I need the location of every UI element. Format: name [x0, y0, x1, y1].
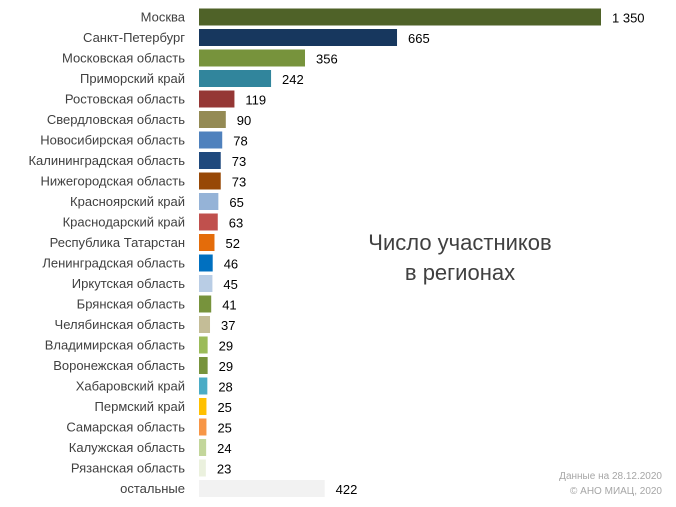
- category-label: Республика Татарстан: [50, 235, 185, 250]
- bar: [199, 254, 213, 272]
- value-label: 73: [232, 175, 246, 190]
- value-label: 37: [221, 318, 235, 333]
- value-label: 63: [229, 216, 243, 231]
- category-label: Московская область: [62, 51, 185, 66]
- category-label: Хабаровский край: [76, 379, 185, 394]
- category-label: Самарская область: [66, 420, 185, 435]
- bar: [199, 439, 207, 456]
- value-label: 90: [237, 113, 251, 128]
- bar: [199, 152, 221, 169]
- category-label: Иркутская область: [72, 276, 185, 291]
- value-label: 46: [224, 257, 238, 272]
- data-source-note: Данные на 28.12.2020 © АНО МИАЦ, 2020: [559, 469, 662, 499]
- category-label: Краснодарский край: [63, 215, 185, 230]
- bar: [199, 459, 206, 477]
- value-label: 665: [408, 31, 430, 46]
- value-label: 23: [217, 462, 231, 477]
- chart-title-line-1: Число участников: [368, 230, 552, 255]
- value-label: 41: [222, 298, 236, 313]
- bar: [199, 111, 226, 128]
- value-label: 78: [233, 134, 247, 149]
- category-label: Приморский край: [80, 71, 185, 86]
- category-label: Рязанская область: [71, 461, 185, 476]
- bar: [199, 316, 211, 333]
- category-label: Воронежская область: [53, 358, 185, 373]
- value-label: 422: [336, 482, 358, 497]
- value-label: 242: [282, 72, 304, 87]
- value-label: 356: [316, 52, 338, 67]
- category-label: Владимирская область: [45, 338, 185, 353]
- bar: [199, 90, 235, 108]
- bar: [199, 275, 213, 292]
- category-label: Санкт-Петербург: [83, 30, 185, 45]
- value-label: 24: [217, 441, 231, 456]
- bar: [199, 131, 223, 149]
- value-label: 1 350: [612, 11, 645, 26]
- bar: [199, 70, 272, 87]
- value-label: 25: [217, 421, 231, 436]
- value-label: 29: [219, 339, 233, 354]
- bar: [199, 49, 306, 67]
- bar: [199, 172, 221, 190]
- value-label: 25: [217, 400, 231, 415]
- value-label: 28: [218, 380, 232, 395]
- bar: [199, 8, 601, 26]
- category-label: Нижегородская область: [40, 174, 185, 189]
- category-label: Калужская область: [69, 440, 185, 455]
- bar: [199, 295, 212, 313]
- value-label: 73: [232, 154, 246, 169]
- category-label: Новосибирская область: [40, 133, 185, 148]
- data-date-note: Данные на 28.12.2020: [559, 471, 662, 482]
- bar: [199, 418, 207, 436]
- value-label: 119: [245, 93, 266, 108]
- category-label: Пермский край: [95, 399, 185, 414]
- value-label: 65: [229, 195, 243, 210]
- value-label: 29: [219, 359, 233, 374]
- category-label: Свердловская область: [47, 112, 185, 127]
- bar: [199, 398, 207, 415]
- bar: [199, 213, 218, 231]
- value-label: 45: [223, 277, 237, 292]
- category-label: Москва: [141, 10, 186, 25]
- value-label: 52: [225, 236, 239, 251]
- bar: [199, 377, 208, 395]
- chart-title-line-2: в регионах: [404, 260, 516, 285]
- category-label: Челябинская область: [55, 317, 186, 332]
- bar: [199, 193, 219, 210]
- category-label: Калининградская область: [28, 153, 185, 168]
- category-label: Ленинградская область: [42, 256, 185, 271]
- chart-title: Число участников в регионах: [330, 228, 590, 288]
- bar: [199, 336, 208, 354]
- bar: [199, 234, 215, 251]
- bar: [199, 29, 398, 46]
- category-label: остальные: [120, 481, 185, 496]
- copyright-note: © АНО МИАЦ, 2020: [570, 486, 662, 497]
- category-label: Ростовская область: [65, 92, 185, 107]
- category-label: Красноярский край: [70, 194, 185, 209]
- category-label: Брянская область: [77, 297, 186, 312]
- bar: [199, 357, 208, 374]
- bar: [199, 480, 325, 497]
